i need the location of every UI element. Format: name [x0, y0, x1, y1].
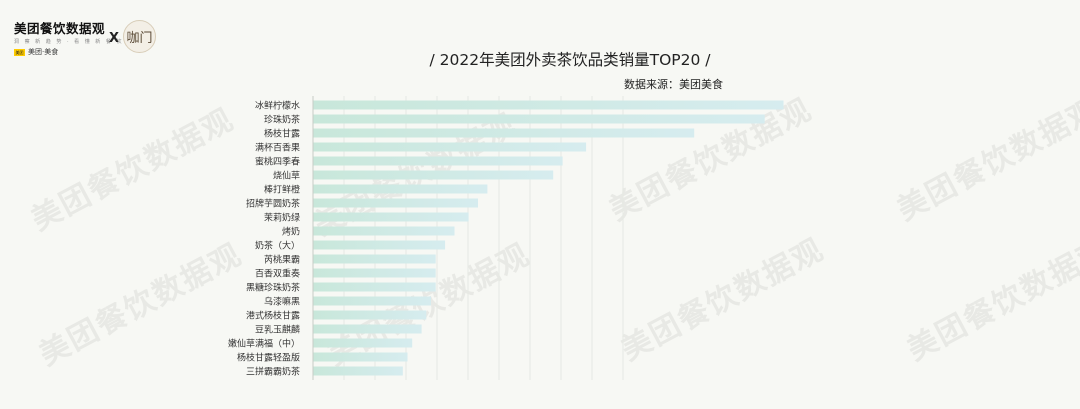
bar — [313, 198, 478, 208]
category-label: 港式杨枝甘露 — [246, 310, 300, 322]
chart-title: / 2022年美团外卖茶饮品类销量TOP20 / — [429, 51, 711, 69]
bar — [313, 366, 403, 376]
bar — [313, 212, 469, 222]
bar — [313, 282, 436, 292]
category-label: 黑糖珍珠奶茶 — [246, 282, 300, 294]
category-label: 珍珠奶茶 — [264, 114, 300, 126]
partner-logo-text: 咖门 — [126, 31, 153, 46]
partner-logo: 咖门 — [123, 20, 156, 53]
category-label: 奶茶（大） — [255, 240, 300, 252]
bar — [313, 170, 554, 180]
bar — [313, 310, 427, 320]
bar — [313, 296, 431, 306]
bar — [313, 240, 446, 250]
meituan-badge-icon: 美团 — [14, 48, 25, 56]
category-label: 茉莉奶绿 — [264, 212, 300, 224]
bar — [313, 338, 413, 348]
bar — [313, 184, 488, 194]
category-label: 芮桃果霸 — [264, 254, 300, 266]
bar — [313, 324, 422, 334]
brand-logo: 美团餐饮数据观 洞 察 新 趋 势 · 看 懂 新 餐 饮 美团 美团·美食 — [14, 18, 123, 57]
category-label: 烧仙草 — [273, 170, 300, 182]
bar — [313, 254, 436, 264]
bar — [313, 352, 408, 362]
category-label: 豆乳玉麒麟 — [255, 324, 300, 336]
bar — [313, 142, 587, 152]
category-label: 乌漆嘛黑 — [264, 296, 300, 308]
category-label: 蜜桃四季春 — [255, 156, 300, 168]
bar — [313, 156, 563, 166]
category-label: 嫩仙草满福（中） — [228, 338, 300, 350]
category-label: 烤奶 — [282, 226, 300, 238]
category-label: 冰鲜柠檬水 — [255, 100, 300, 112]
category-label: 百香双重奏 — [255, 268, 300, 280]
category-label: 三拼霸霸奶茶 — [246, 366, 300, 378]
collab-cross: X — [109, 31, 120, 46]
bar — [313, 226, 455, 236]
bar — [313, 100, 784, 110]
brand-subtitle: 洞 察 新 趋 势 · 看 懂 新 餐 饮 — [14, 39, 124, 45]
brand-title: 美团餐饮数据观 — [14, 21, 106, 36]
bar — [313, 268, 436, 278]
chart-source: 数据来源：美团美食 — [624, 78, 723, 91]
meituan-logo: 美团 美团·美食 — [14, 47, 123, 57]
bar — [313, 128, 695, 138]
meituan-logo-text: 美团·美食 — [28, 48, 59, 56]
bar — [313, 114, 765, 124]
category-label: 杨枝甘露 — [264, 128, 300, 140]
category-label: 招牌芋圆奶茶 — [246, 198, 300, 210]
category-label: 棒打鲜橙 — [264, 184, 300, 196]
category-label: 满杯百香果 — [255, 142, 300, 154]
category-label: 杨枝甘露轻盈版 — [237, 352, 300, 364]
